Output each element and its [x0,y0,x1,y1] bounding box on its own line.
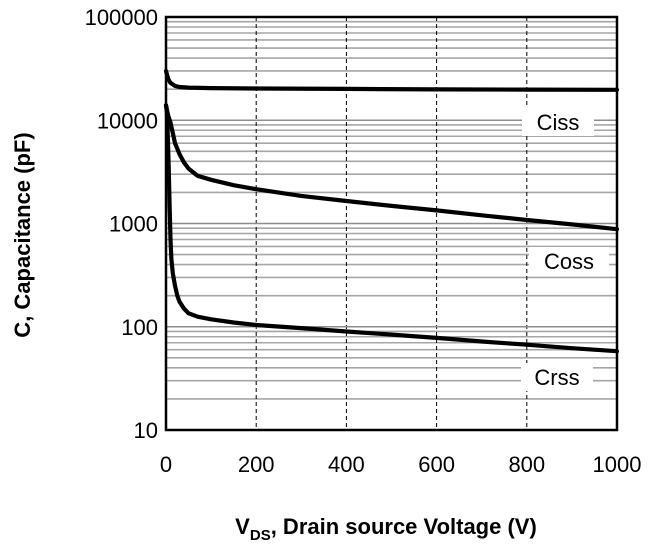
y-tick-label: 10000 [97,108,158,133]
y-tick-label: 100 [121,315,158,340]
series-line-crss [163,103,620,354]
x-tick-label: 400 [328,452,365,477]
x-tick-label: 800 [508,452,545,477]
series-line-ciss [163,68,620,92]
y-tick-label: 100000 [85,5,158,30]
x-axis-title-subscript: DS [250,527,271,544]
x-axis-title: VDS, Drain source Voltage (V) [235,514,537,544]
series-label-crss: Crss [534,365,579,390]
x-tick-label: 1000 [593,452,642,477]
tick-labels: 0 200 400 600 800 1000 10 100 1000 10000 100000 [85,5,642,477]
series-label-box-crss [521,363,593,391]
x-tick-label: 600 [418,452,455,477]
x-tick-label: 200 [238,452,275,477]
y-tick-label: 10 [134,418,158,443]
series-label-box-coss [529,247,609,275]
x-axis-title-main: V [235,514,250,539]
x-axis-title-rest: , Drain source Voltage (V) [271,514,537,539]
series-label-ciss: Ciss [537,110,580,135]
series-labels: Ciss Coss Crss [521,108,609,391]
x-tick-label: 0 [160,452,172,477]
series-label-box-ciss [522,108,594,136]
y-axis-title: C, Capacitance (pF) [10,132,35,337]
plot-frame [164,15,619,432]
series-line-coss [163,103,620,232]
series-label-coss: Coss [544,249,594,274]
y-tick-label: 1000 [109,212,158,237]
series-lines [163,68,620,354]
